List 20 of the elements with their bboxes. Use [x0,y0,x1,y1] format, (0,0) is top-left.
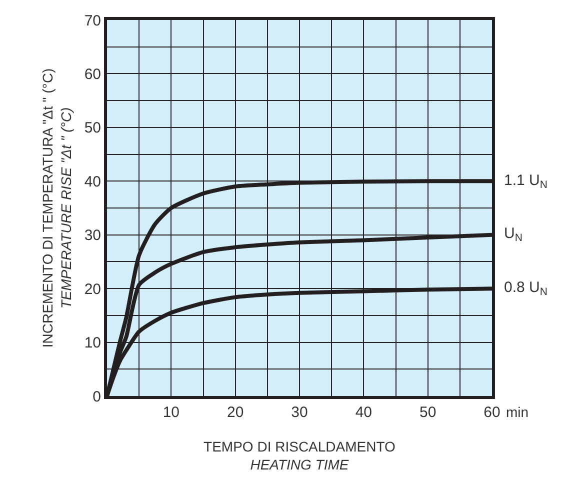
series-label: U$_{N}$ [504,225,522,244]
text: min [506,404,529,420]
series-label: 0.8 U$_{N}$ [504,279,548,298]
y-tick-label: 30 [84,227,101,244]
x-tick-label: 60 [484,404,500,421]
x-tick-label: 10 [162,404,180,421]
y-tick-label: 0 [92,388,101,406]
y-axis-title: INCREMENTO DI TEMPERATURA "Δt " (°C) TEMPERATURE RISE "Δt " (°C) [40,68,74,348]
x-tick-label: 40 [355,404,372,421]
y-tick-label: 20 [84,280,101,298]
y-tick-label: 70 [84,12,101,30]
series-label: 1.1 U$_{N}$ [504,172,548,192]
y-tick-label: 50 [84,120,101,137]
x-tick-label: 20 [226,404,244,421]
y-tick-label: 40 [84,173,101,190]
x-axis-title: TEMPO DI RISCALDAMENTO HEATING TIME [204,438,396,472]
x-tick-label: 30 [291,404,308,421]
y-tick-label: 60 [84,66,101,83]
x-tick-label: 50 [419,404,436,421]
y-tick-label: 10 [84,334,101,352]
